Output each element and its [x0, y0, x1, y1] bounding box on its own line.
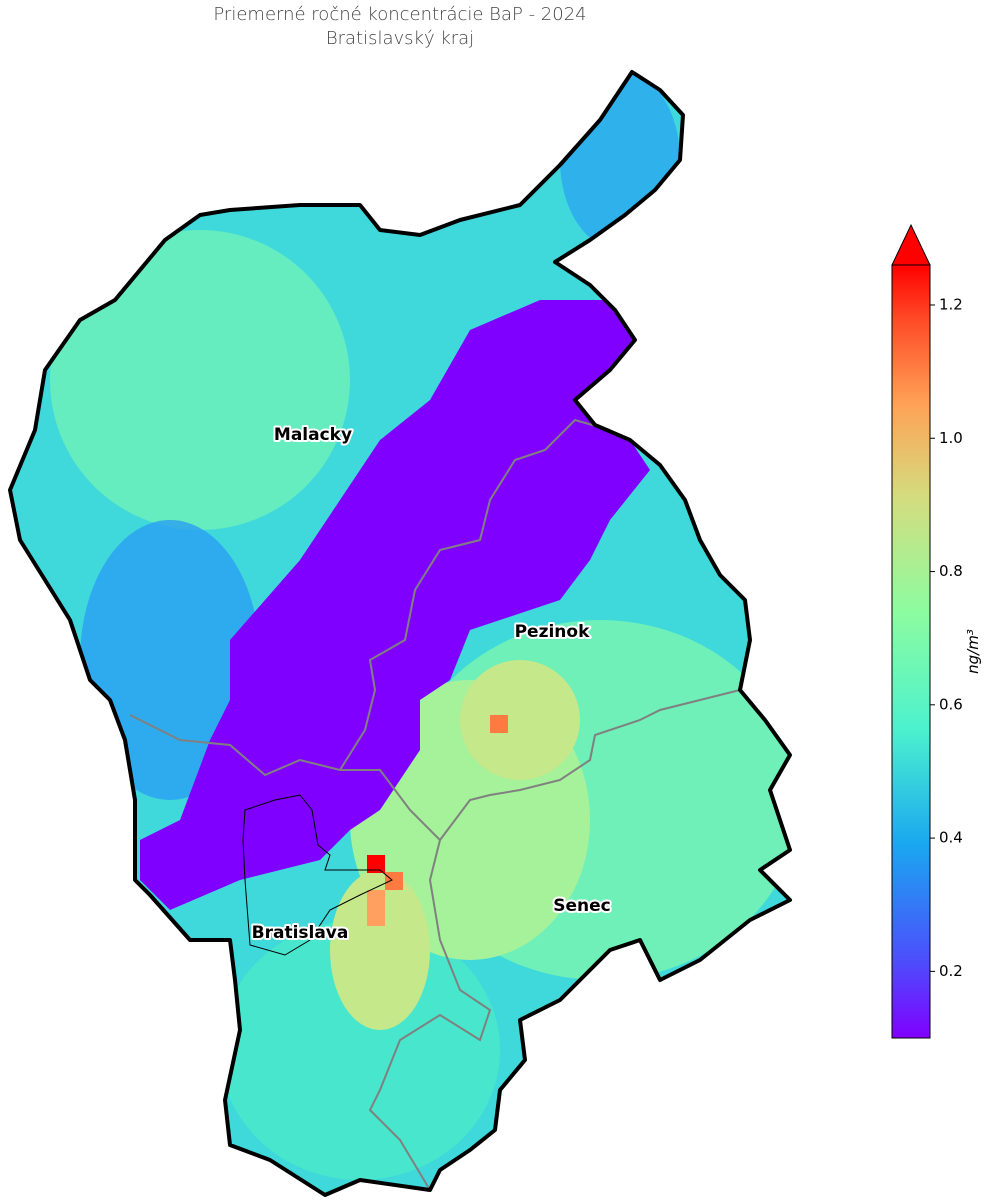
map-subtitle: Bratislavský kraj [326, 28, 474, 49]
hotspot-cell [367, 855, 385, 873]
field-zone [140, 300, 650, 910]
colorbar-tick-label: 0.8 [939, 562, 963, 580]
colorbar-frame [891, 264, 931, 1039]
colorbar-label: ng/m³ [964, 629, 982, 674]
region-label: Bratislava [252, 923, 349, 943]
field-zone [330, 870, 430, 1030]
region-label: Pezinok [515, 622, 590, 642]
colorbar-extend [891, 223, 931, 266]
field-zone [560, 72, 680, 250]
hotspot-cell [490, 715, 508, 733]
district-border [129, 714, 492, 1191]
region-label: Senec [553, 896, 610, 916]
colorbar-tick-label: 1.2 [939, 295, 963, 313]
hotspot-cell [385, 872, 403, 890]
region-label: Malacky [274, 425, 352, 445]
field-zone [220, 920, 500, 1180]
hotspot-cell [367, 890, 385, 926]
colorbar-tick-label: 0.2 [939, 962, 963, 980]
district-border [439, 689, 741, 841]
city-border [242, 794, 393, 956]
map-title: Priemerné ročné koncentrácie BaP - 2024 [213, 4, 586, 25]
district-borders [129, 418, 741, 1191]
field-zone [460, 660, 580, 780]
colorbar-tick-label: 0.4 [939, 829, 963, 847]
colorbar-tick-label: 1.0 [939, 429, 963, 447]
colorbar-scale [892, 265, 930, 1038]
colorbar: 0.2 0.4 0.6 0.8 1.0 1.2 ng/m³ [891, 223, 982, 1039]
field-zone [50, 230, 350, 530]
district-border [339, 418, 611, 771]
colorbar-tick-label: 0.6 [939, 695, 963, 713]
